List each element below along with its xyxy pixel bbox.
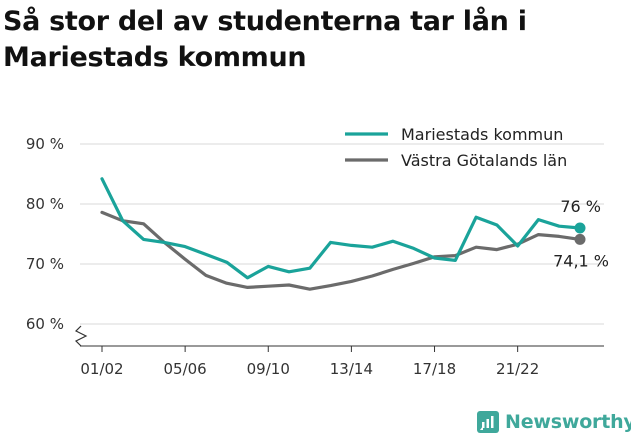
series-line bbox=[100, 177, 582, 280]
brand-logo: Newsworthy bbox=[477, 408, 631, 436]
x-tick-label: 13/14 bbox=[330, 360, 373, 378]
y-tick-label: 60 % bbox=[26, 315, 64, 333]
series-end-point bbox=[574, 233, 586, 245]
series-end-label: 76 % bbox=[560, 197, 601, 216]
legend-label: Mariestads kommun bbox=[401, 125, 563, 144]
series-lines bbox=[100, 177, 582, 291]
chart-title: Så stor del av studenterna tar lån i Mar… bbox=[3, 6, 527, 73]
y-axis-ticks: 60 % 70 % 80 % 90 % bbox=[26, 135, 64, 333]
y-tick-label: 80 % bbox=[26, 195, 64, 213]
x-tick-label: 21/22 bbox=[496, 360, 539, 378]
series-end-label: 74,1 % bbox=[553, 251, 609, 270]
series-line bbox=[100, 210, 582, 291]
newsworthy-logo-icon bbox=[477, 411, 499, 433]
x-tick-label: 01/02 bbox=[80, 360, 123, 378]
y-tick-label: 90 % bbox=[26, 135, 64, 153]
series-end-points: 76 % 74,1 % bbox=[553, 197, 609, 270]
series-end-point bbox=[574, 222, 586, 234]
y-tick-label: 70 % bbox=[26, 255, 64, 273]
x-tick-label: 05/06 bbox=[164, 360, 207, 378]
legend: Mariestads kommun Västra Götalands län bbox=[345, 125, 567, 170]
axis-break-zigzag bbox=[74, 325, 88, 347]
legend-label: Västra Götalands län bbox=[401, 151, 567, 170]
y-axis-break-icon bbox=[74, 325, 88, 347]
x-axis-ticks: 01/02 05/06 09/10 13/14 17/18 21/22 bbox=[80, 346, 539, 378]
brand-name: Newsworthy bbox=[505, 411, 631, 433]
x-tick-label: 17/18 bbox=[413, 360, 456, 378]
x-tick-label: 09/10 bbox=[247, 360, 290, 378]
grid-lines bbox=[80, 143, 604, 347]
